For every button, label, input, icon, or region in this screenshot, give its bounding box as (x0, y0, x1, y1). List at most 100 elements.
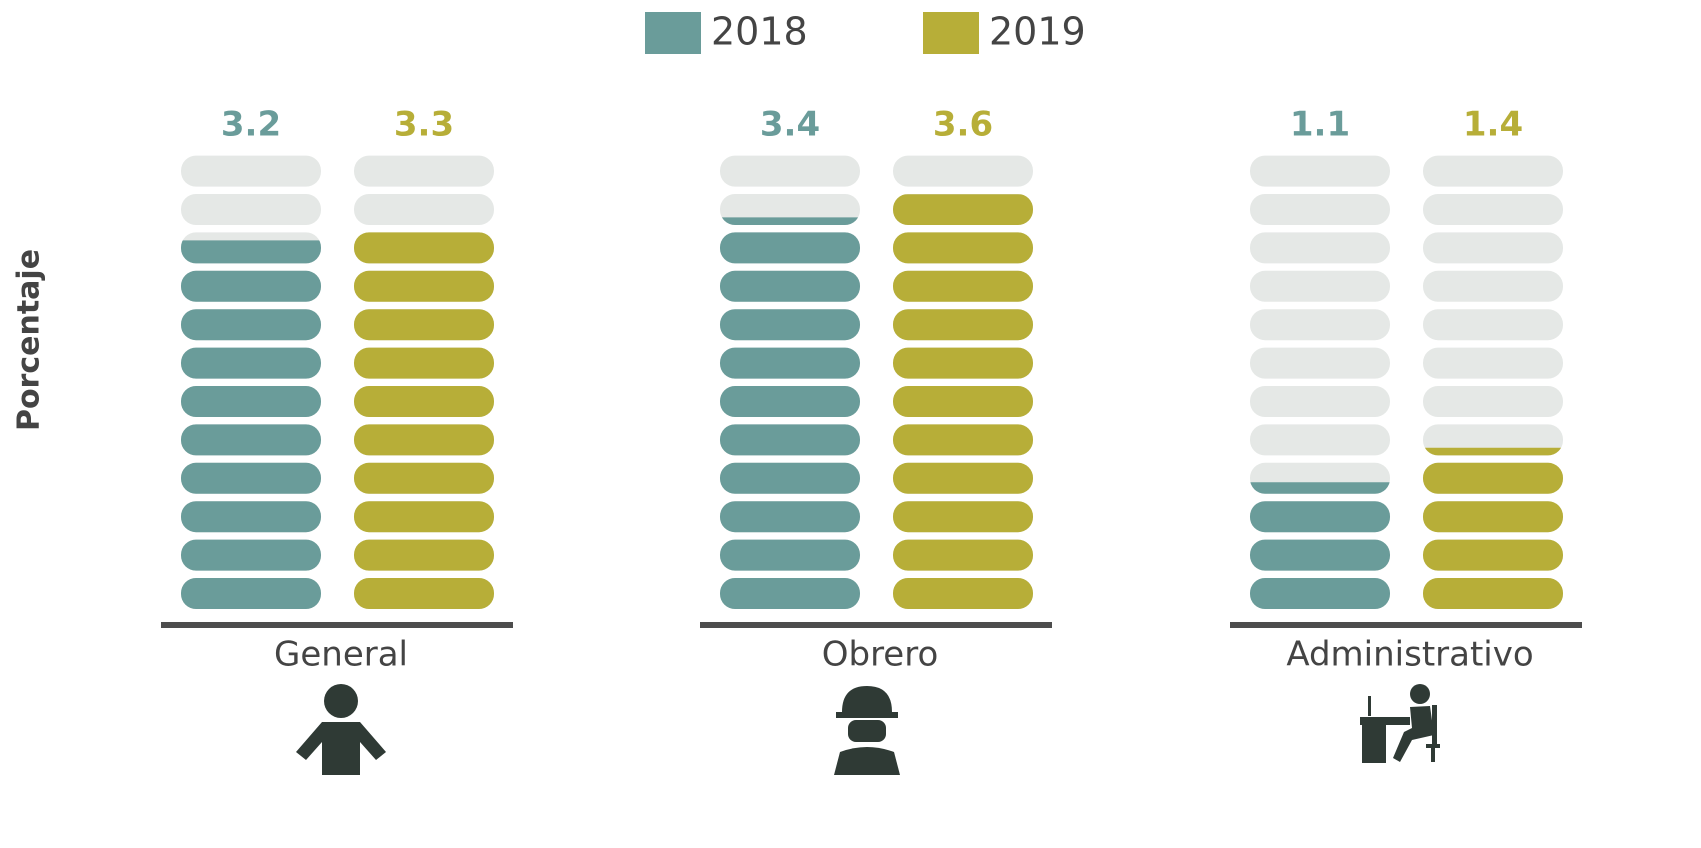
legend-swatch (645, 12, 701, 54)
value-label: 3.3 (394, 105, 454, 145)
value-label: 3.4 (760, 105, 820, 145)
pill-fill (893, 270, 1033, 302)
pill-background (1250, 232, 1390, 264)
pill-fill (354, 578, 494, 609)
pill-fill (1423, 578, 1563, 609)
pill-fill (893, 501, 1033, 533)
pill-fill (181, 539, 321, 571)
pill-fill (1424, 447, 1562, 456)
y-axis-label: Porcentaje (12, 249, 47, 431)
pill-fill (1250, 578, 1390, 609)
pill-fill (1423, 462, 1563, 494)
pill-fill (354, 424, 494, 456)
pill-background (720, 155, 860, 187)
pill-background (1423, 386, 1563, 417)
pill-fill (1250, 482, 1390, 494)
pill-fill (721, 217, 859, 225)
pill-fill (893, 424, 1033, 456)
legend-label: 2018 (711, 10, 808, 54)
x-tick-label: General (274, 635, 408, 675)
pill-fill (893, 347, 1033, 379)
pill-fill (893, 309, 1033, 341)
bar (354, 232, 494, 609)
pill-fill (354, 309, 494, 341)
pill-background (1250, 270, 1390, 302)
x-tick-label: Obrero (822, 635, 939, 675)
pill-fill (720, 386, 860, 417)
value-label: 1.4 (1463, 105, 1523, 145)
icon-obrero (834, 686, 900, 775)
pill-fill (354, 462, 494, 494)
pill-background (1250, 309, 1390, 341)
pill-fill (1250, 539, 1390, 571)
pill-background (354, 194, 494, 225)
pill-fill (893, 194, 1033, 225)
pill-background (1423, 347, 1563, 379)
pill-fill (893, 578, 1033, 609)
pill-background (181, 194, 321, 225)
pill-background (893, 155, 1033, 187)
value-label: 3.2 (221, 105, 281, 145)
pill-fill (181, 462, 321, 494)
pill-background (1250, 424, 1390, 456)
pill-fill (1250, 501, 1390, 533)
pill-fill (893, 462, 1033, 494)
pill-background (1423, 424, 1563, 456)
pill-fill (354, 501, 494, 533)
pill-fill (181, 347, 321, 379)
pill-background (1423, 194, 1563, 225)
pill-background (1423, 309, 1563, 341)
baseline (161, 622, 513, 628)
pill-fill (181, 240, 321, 264)
pill-fill (720, 232, 860, 264)
pill-background (354, 155, 494, 187)
pill-fill (354, 270, 494, 302)
pill-background (1423, 232, 1563, 264)
bar (1250, 482, 1390, 609)
pill-background (181, 155, 321, 187)
icon-administrativo (1360, 684, 1440, 763)
pill-background (1423, 270, 1563, 302)
value-label: 3.6 (933, 105, 993, 145)
pill-fill (181, 270, 321, 302)
pill-fill (181, 386, 321, 417)
x-tick-label: Administrativo (1286, 635, 1533, 675)
value-label: 1.1 (1290, 105, 1350, 145)
pill-background (1423, 155, 1563, 187)
pill-fill (720, 578, 860, 609)
baseline (700, 622, 1052, 628)
pill-fill (893, 386, 1033, 417)
bar (720, 217, 860, 609)
pill-fill (354, 386, 494, 417)
baseline (1230, 622, 1582, 628)
pill-fill (354, 347, 494, 379)
pill-fill (720, 270, 860, 302)
pill-fill (720, 424, 860, 456)
legend-label: 2019 (989, 10, 1086, 54)
pill-fill (720, 309, 860, 341)
bar (1423, 447, 1563, 609)
pill-fill (181, 578, 321, 609)
pill-background (1250, 386, 1390, 417)
pill-fill (1423, 539, 1563, 571)
bar (893, 194, 1033, 609)
pill-fill (181, 309, 321, 341)
pill-fill (720, 462, 860, 494)
pill-fill (720, 501, 860, 533)
pill-fill (354, 232, 494, 264)
pill-fill (1423, 501, 1563, 533)
pill-fill (720, 539, 860, 571)
pill-background (1250, 155, 1390, 187)
pill-fill (893, 539, 1033, 571)
pill-background (720, 194, 860, 225)
pill-fill (181, 424, 321, 456)
pill-background (1250, 347, 1390, 379)
pill-fill (354, 539, 494, 571)
legend-swatch (923, 12, 979, 54)
pill-background (1250, 194, 1390, 225)
icon-general (296, 684, 386, 775)
pill-fill (181, 501, 321, 533)
bar (181, 240, 321, 609)
pill-fill (720, 347, 860, 379)
